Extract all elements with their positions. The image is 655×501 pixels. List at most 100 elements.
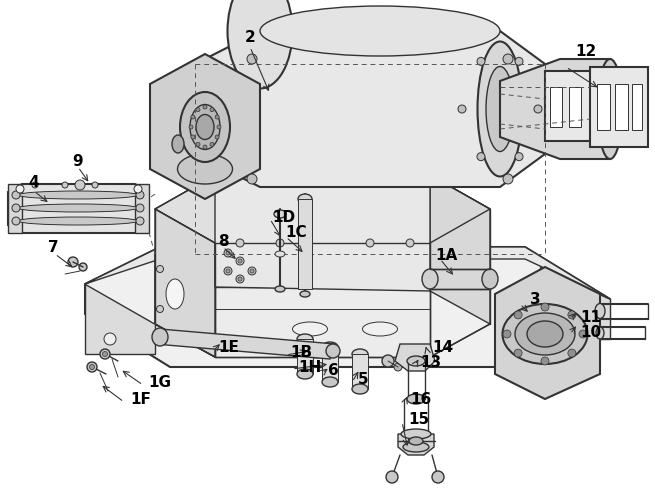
Polygon shape — [215, 288, 430, 357]
Ellipse shape — [322, 377, 338, 387]
Ellipse shape — [275, 252, 285, 258]
Polygon shape — [495, 268, 600, 399]
Polygon shape — [150, 55, 260, 199]
Text: 1B: 1B — [290, 345, 312, 360]
Ellipse shape — [503, 175, 513, 185]
Polygon shape — [85, 247, 610, 367]
Polygon shape — [430, 176, 490, 324]
Polygon shape — [322, 347, 338, 382]
Ellipse shape — [394, 363, 402, 371]
Ellipse shape — [597, 60, 622, 160]
Text: 1D: 1D — [272, 210, 295, 225]
Ellipse shape — [196, 143, 200, 147]
Ellipse shape — [568, 311, 576, 319]
Text: 1E: 1E — [218, 340, 239, 355]
Text: 1G: 1G — [148, 375, 171, 390]
Polygon shape — [155, 329, 335, 359]
Text: 9: 9 — [72, 154, 83, 169]
Ellipse shape — [16, 186, 24, 193]
Ellipse shape — [297, 369, 313, 379]
Text: 4: 4 — [28, 175, 39, 190]
Polygon shape — [195, 32, 545, 188]
Text: 16: 16 — [410, 392, 431, 407]
Text: 1A: 1A — [435, 248, 457, 263]
Text: 11: 11 — [580, 310, 601, 325]
Ellipse shape — [215, 136, 219, 140]
Polygon shape — [215, 176, 430, 292]
Bar — [8, 185, 22, 233]
Ellipse shape — [579, 330, 587, 338]
Ellipse shape — [515, 58, 523, 66]
Text: 3: 3 — [530, 292, 540, 307]
Ellipse shape — [260, 7, 500, 57]
Ellipse shape — [352, 384, 368, 394]
Ellipse shape — [298, 194, 312, 204]
Polygon shape — [352, 354, 368, 389]
Ellipse shape — [541, 304, 549, 312]
Ellipse shape — [12, 204, 20, 212]
Ellipse shape — [32, 183, 38, 188]
Ellipse shape — [238, 278, 242, 282]
Text: 1C: 1C — [285, 225, 307, 240]
Ellipse shape — [18, 204, 138, 212]
Polygon shape — [500, 60, 610, 160]
Bar — [550, 88, 562, 128]
Ellipse shape — [217, 126, 221, 130]
Ellipse shape — [172, 136, 184, 154]
Ellipse shape — [482, 270, 498, 290]
Ellipse shape — [191, 136, 195, 140]
Polygon shape — [545, 72, 600, 142]
Ellipse shape — [92, 183, 98, 188]
Text: 13: 13 — [420, 355, 441, 370]
Ellipse shape — [274, 210, 286, 218]
Ellipse shape — [403, 442, 429, 452]
Ellipse shape — [136, 217, 144, 225]
Ellipse shape — [477, 153, 485, 161]
Ellipse shape — [18, 217, 138, 225]
Ellipse shape — [293, 322, 328, 336]
Ellipse shape — [190, 105, 220, 150]
Ellipse shape — [486, 67, 514, 152]
Bar — [632, 85, 642, 131]
Ellipse shape — [134, 186, 142, 193]
Polygon shape — [85, 285, 155, 354]
Ellipse shape — [166, 280, 184, 310]
Ellipse shape — [477, 43, 523, 177]
Ellipse shape — [250, 270, 254, 274]
Ellipse shape — [409, 437, 423, 445]
Text: 6: 6 — [328, 363, 339, 378]
Ellipse shape — [514, 349, 522, 357]
Polygon shape — [85, 247, 610, 300]
Ellipse shape — [196, 115, 214, 140]
Ellipse shape — [191, 116, 195, 120]
Text: 1F: 1F — [130, 392, 151, 407]
Ellipse shape — [102, 352, 107, 357]
Polygon shape — [155, 209, 215, 357]
Ellipse shape — [300, 246, 310, 253]
Ellipse shape — [422, 270, 438, 290]
Text: 8: 8 — [218, 234, 229, 249]
Ellipse shape — [406, 239, 414, 247]
Text: 7: 7 — [48, 240, 59, 255]
Ellipse shape — [90, 365, 94, 370]
Ellipse shape — [569, 315, 581, 327]
Ellipse shape — [401, 429, 431, 439]
Ellipse shape — [236, 239, 244, 247]
Ellipse shape — [236, 276, 244, 284]
Ellipse shape — [79, 264, 87, 272]
Ellipse shape — [362, 322, 398, 336]
Ellipse shape — [247, 55, 257, 65]
Ellipse shape — [100, 349, 110, 359]
Ellipse shape — [157, 306, 164, 313]
Ellipse shape — [386, 471, 398, 483]
Polygon shape — [430, 270, 490, 290]
Ellipse shape — [224, 268, 232, 276]
Ellipse shape — [458, 106, 466, 114]
Ellipse shape — [541, 357, 549, 365]
Bar — [597, 85, 610, 131]
Ellipse shape — [515, 153, 523, 161]
Ellipse shape — [596, 327, 604, 339]
Polygon shape — [155, 176, 490, 243]
Ellipse shape — [104, 333, 116, 345]
Ellipse shape — [196, 108, 200, 112]
